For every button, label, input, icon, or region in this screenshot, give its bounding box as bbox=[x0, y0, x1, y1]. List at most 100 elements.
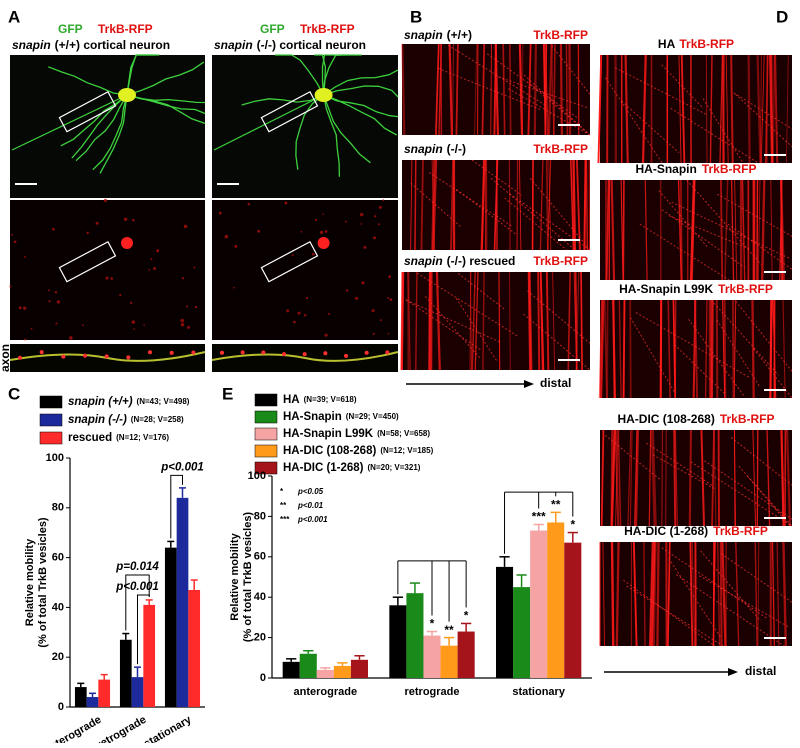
vesicle bbox=[373, 333, 375, 335]
vesicle bbox=[346, 289, 348, 291]
vesicle bbox=[261, 350, 265, 354]
legend-p: p<0.001 bbox=[297, 515, 328, 524]
vesicle bbox=[234, 245, 237, 248]
vesicle bbox=[61, 355, 65, 359]
y-tick-label: 20 bbox=[254, 632, 266, 644]
legend-p: p<0.01 bbox=[297, 501, 324, 510]
legend-name: snapin (+/+) bbox=[68, 396, 133, 408]
gene: snapin bbox=[404, 28, 443, 42]
name: HA-DIC (1-268) bbox=[624, 524, 708, 538]
vesicle bbox=[105, 276, 108, 279]
significance-mark: ** bbox=[444, 623, 454, 637]
streak bbox=[630, 300, 631, 398]
bar bbox=[564, 543, 581, 678]
vesicle bbox=[19, 306, 22, 309]
vesicle bbox=[133, 328, 135, 330]
vesicle bbox=[293, 321, 296, 324]
legend-name: HA-Snapin bbox=[283, 411, 342, 423]
vesicle bbox=[195, 306, 197, 308]
row-label: snapin (-/-) rescued bbox=[404, 254, 515, 268]
vesicle bbox=[355, 297, 358, 300]
bar bbox=[143, 605, 155, 707]
vesicle bbox=[148, 350, 152, 354]
streak bbox=[581, 272, 582, 370]
vesicle bbox=[360, 223, 362, 225]
panel-letter: C bbox=[8, 384, 20, 403]
legend-p: p<0.05 bbox=[297, 487, 324, 496]
gene: snapin bbox=[404, 254, 443, 268]
p-value: p=0.014 bbox=[115, 561, 159, 573]
vesicle bbox=[11, 234, 13, 236]
vesicle bbox=[344, 354, 348, 358]
vesicle bbox=[82, 324, 84, 326]
vesicle bbox=[380, 319, 382, 321]
soma bbox=[318, 237, 330, 249]
vesicle bbox=[372, 309, 375, 312]
bar bbox=[441, 646, 458, 678]
y-axis-label: Relative mobility bbox=[229, 532, 241, 620]
bar bbox=[283, 662, 300, 678]
vesicle bbox=[387, 297, 389, 299]
vesicle bbox=[257, 230, 260, 233]
legend-swatch bbox=[40, 414, 62, 426]
vesicle bbox=[132, 219, 135, 222]
y-tick-label: 60 bbox=[52, 552, 64, 564]
vesicle bbox=[374, 215, 376, 217]
vesicle bbox=[284, 202, 287, 205]
vesicle bbox=[153, 267, 156, 270]
kymograph bbox=[600, 55, 792, 163]
streak bbox=[547, 160, 548, 250]
legend-name: snapin (-/-) bbox=[68, 414, 127, 426]
vesicle bbox=[360, 213, 363, 216]
condition: (-/-) rescued bbox=[447, 254, 516, 268]
vesicle bbox=[9, 285, 11, 287]
vesicle bbox=[219, 212, 222, 215]
vesicle bbox=[191, 350, 195, 354]
bar bbox=[423, 636, 440, 678]
vesicle bbox=[388, 333, 390, 335]
stain-label: GFP bbox=[260, 22, 285, 36]
vesicle bbox=[306, 297, 308, 299]
streak bbox=[772, 55, 773, 163]
vesicle bbox=[286, 309, 289, 312]
vesicle bbox=[193, 267, 195, 269]
bar bbox=[87, 697, 99, 707]
panel-letter: A bbox=[8, 7, 20, 26]
vesicle bbox=[378, 223, 380, 225]
gene: snapin bbox=[404, 142, 443, 156]
vesicle bbox=[298, 312, 301, 315]
name: HA bbox=[658, 37, 676, 51]
vesicle bbox=[301, 231, 303, 233]
legend-stars: ** bbox=[280, 501, 287, 510]
vesicle bbox=[345, 221, 347, 223]
y-tick-label: 80 bbox=[52, 502, 64, 514]
streak bbox=[623, 180, 624, 280]
gene: snapin bbox=[214, 38, 253, 52]
streak bbox=[749, 55, 750, 163]
panel-title: snapin(-/-) cortical neuron bbox=[214, 38, 366, 52]
panel-letter: B bbox=[410, 7, 422, 26]
vesicle bbox=[143, 324, 145, 326]
vesicle bbox=[180, 319, 184, 323]
streak bbox=[574, 160, 575, 250]
p-value: p<0.001 bbox=[160, 461, 204, 473]
legend-swatch bbox=[40, 432, 62, 444]
streak bbox=[561, 44, 562, 135]
y-tick-label: 100 bbox=[46, 452, 64, 464]
streak bbox=[717, 300, 718, 398]
bar bbox=[132, 677, 144, 707]
vesicle bbox=[104, 199, 107, 202]
significance-mark: * bbox=[570, 518, 575, 532]
vesicle bbox=[361, 281, 364, 284]
y-tick-label: 40 bbox=[52, 601, 64, 613]
condition: (+/+) cortical neuron bbox=[55, 38, 170, 52]
vesicle bbox=[382, 199, 384, 201]
vesicle bbox=[119, 294, 121, 296]
panel-letter: E bbox=[222, 384, 233, 403]
vesicle bbox=[304, 314, 306, 316]
legend-swatch bbox=[40, 396, 62, 408]
micrograph bbox=[212, 200, 398, 340]
bar bbox=[389, 605, 406, 678]
